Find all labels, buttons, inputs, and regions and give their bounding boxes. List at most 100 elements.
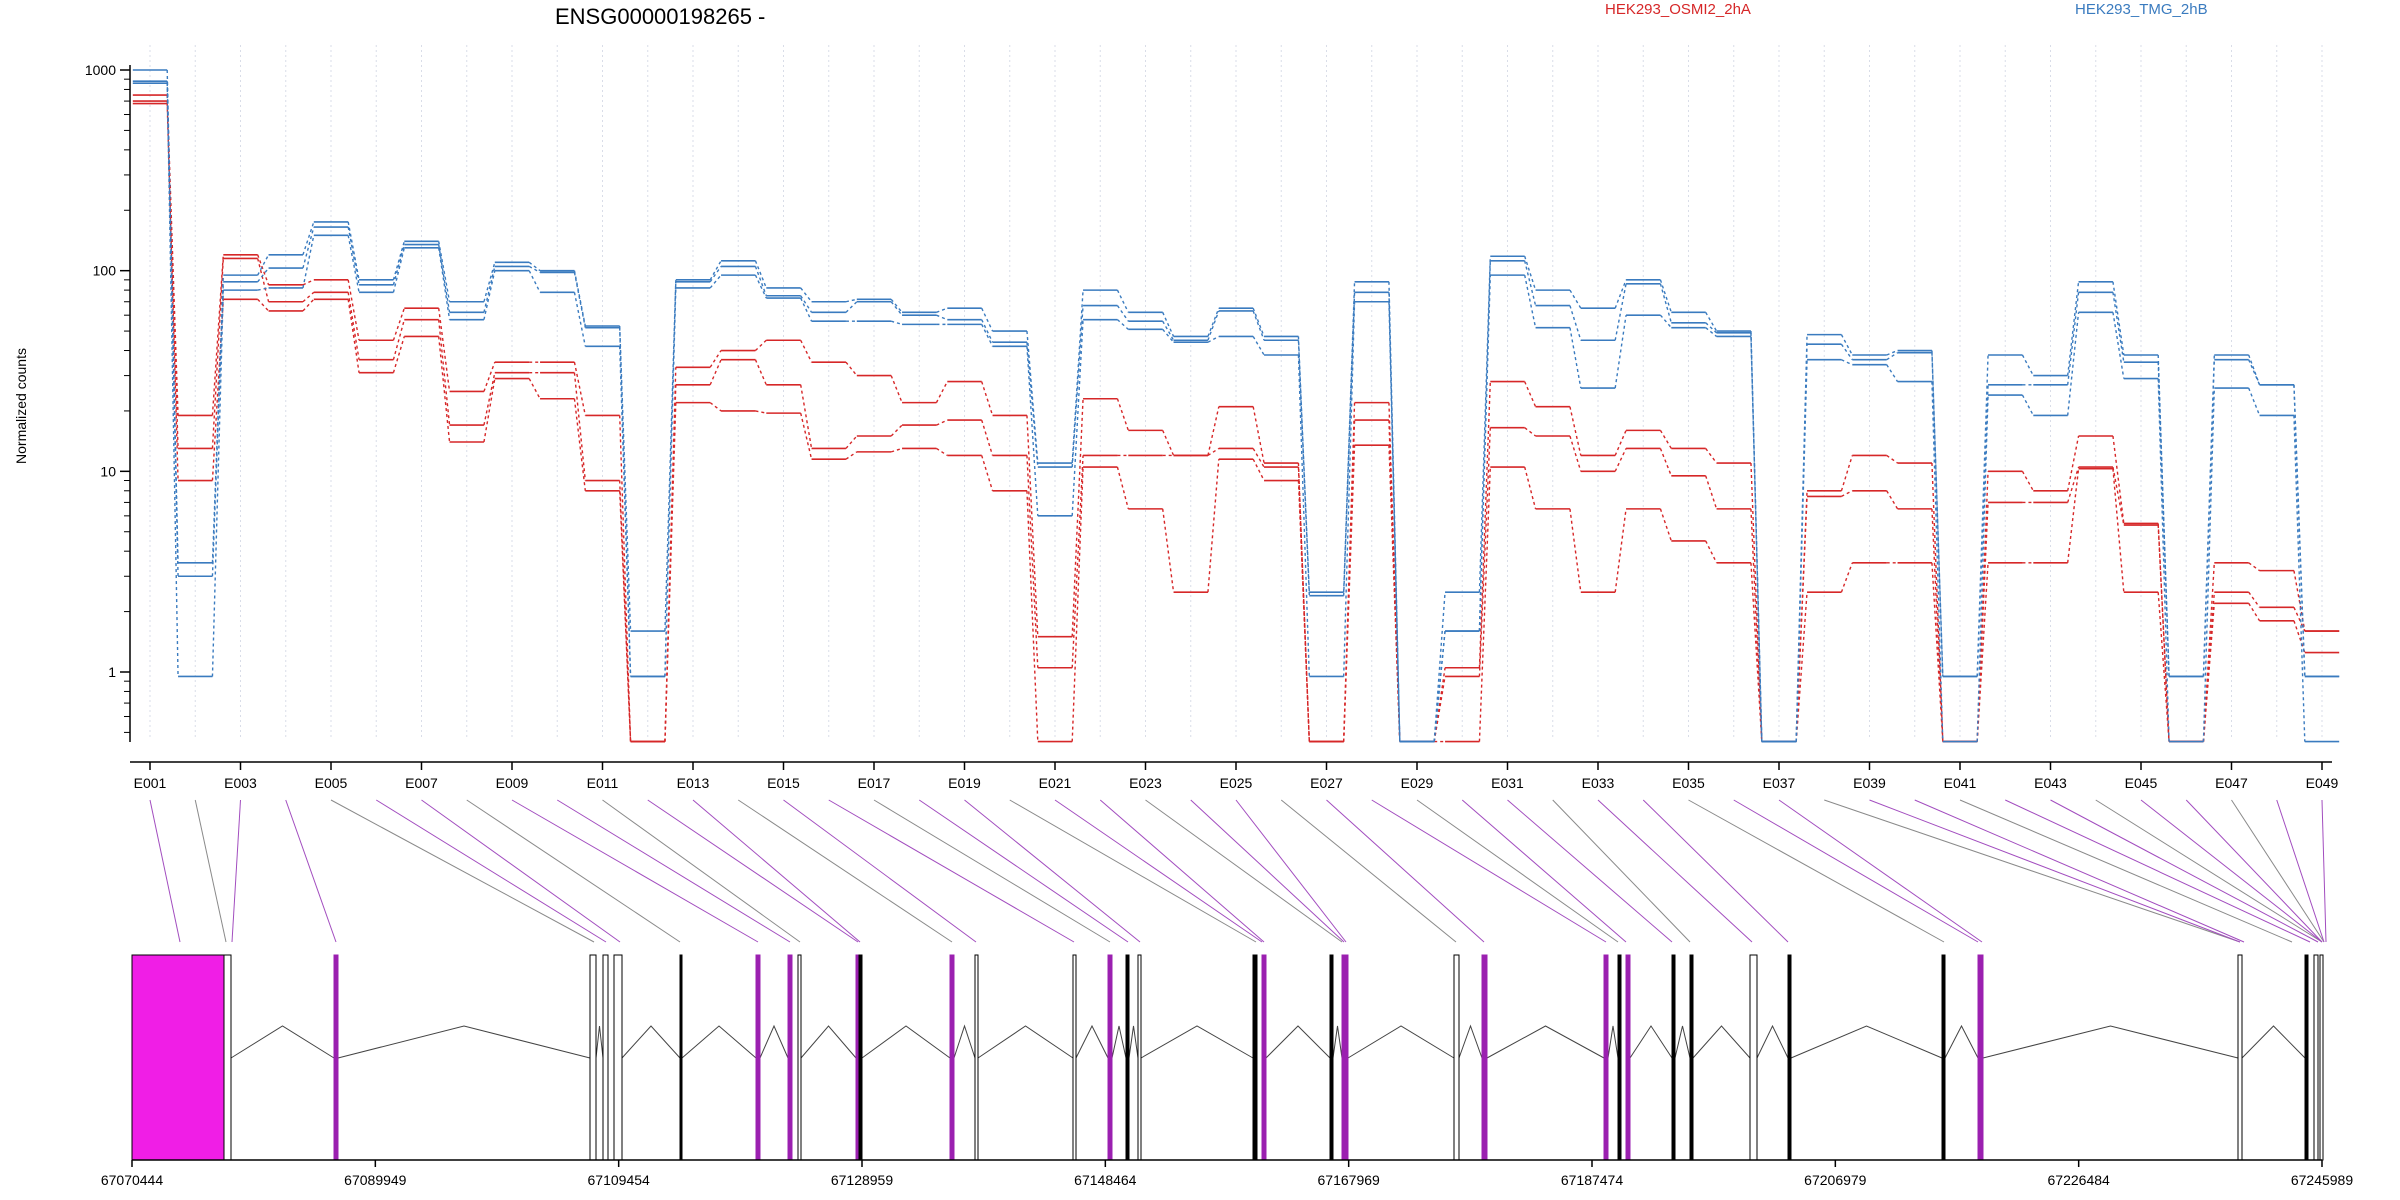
series-connector: [936, 447, 948, 457]
intron-line: [1944, 1024, 1979, 1059]
series-connector: [936, 314, 948, 321]
intron-line: [681, 1025, 757, 1059]
series-connector: [1524, 381, 1537, 407]
series-connector: [528, 265, 541, 274]
series-connector: [1342, 301, 1356, 677]
series-connector: [1252, 458, 1265, 481]
series-connector: [302, 291, 315, 303]
series-connector: [1162, 312, 1175, 337]
x-tick-label: E007: [405, 775, 438, 791]
series-connector: [935, 381, 948, 403]
series-connector: [483, 262, 496, 302]
series-connector: [1297, 340, 1311, 596]
series-connector: [709, 260, 722, 281]
y-tick-label: 1: [108, 664, 116, 680]
series-connector: [890, 301, 903, 316]
x-tick-label: E027: [1310, 775, 1343, 791]
series-connector: [1207, 459, 1220, 593]
series-osmi2-2: [132, 102, 2340, 743]
intron-line: [595, 1025, 604, 1059]
series-connector: [1116, 319, 1129, 330]
series-connector: [2066, 292, 2080, 385]
exon-mapping-line: [2185, 799, 2323, 943]
series-connector: [1026, 342, 1039, 468]
series-connector: [981, 307, 994, 332]
x-tick-label: E013: [677, 775, 710, 791]
exon-mapping-line: [1461, 799, 1627, 943]
y-tick-label: 100: [93, 263, 117, 279]
series-connector: [392, 241, 405, 281]
series-connector: [754, 359, 767, 386]
exon-block: [1252, 954, 1258, 1161]
series-connector: [1569, 305, 1582, 341]
series-connector: [1886, 349, 1898, 356]
exon-mapping-line: [1597, 799, 1753, 943]
series-connector: [483, 266, 496, 313]
series-connector: [1705, 322, 1718, 334]
intron-line: [759, 1024, 789, 1059]
genomic-tick-label: 67070444: [101, 1172, 164, 1188]
exon-block: [2304, 954, 2309, 1161]
series-connector: [1071, 319, 1084, 516]
series-connector: [257, 267, 270, 283]
series-connector: [981, 419, 994, 456]
exon-mapping-line: [466, 799, 681, 943]
series-connector: [1162, 320, 1175, 341]
x-axis: E001 E003 E005 E007 E009 E011 E013 E015 E017 E019…: [130, 761, 2339, 791]
series-connector: [2066, 468, 2080, 563]
series-connector: [981, 455, 994, 491]
series-connector: [936, 307, 948, 313]
series-connector: [981, 381, 994, 416]
series-connector: [845, 435, 858, 449]
series-connector: [1886, 454, 1898, 464]
intron-line: [1265, 1025, 1331, 1059]
exon-mapping-line: [873, 799, 1111, 943]
series-connector: [573, 398, 587, 491]
series-connector: [2021, 394, 2034, 416]
series-connector: [1569, 327, 1582, 389]
series-connector: [2066, 281, 2080, 376]
series-connector: [1116, 398, 1129, 431]
series-connector: [166, 101, 179, 449]
series-connector: [2157, 378, 2170, 742]
genomic-tick-label: 67245989: [2291, 1172, 2354, 1188]
exon-mapping-line: [828, 799, 1075, 943]
series-connector: [754, 339, 767, 352]
series-connector: [2248, 602, 2261, 622]
series-connector: [483, 372, 496, 426]
exon-block-large: [131, 954, 231, 1161]
exon-mapping-line: [421, 799, 621, 943]
series-connector: [936, 419, 948, 426]
exon-mapping-line: [2095, 799, 2323, 943]
series-connector: [1207, 307, 1220, 337]
x-tick-label: E025: [1220, 775, 1253, 791]
exon-block: [1603, 954, 1609, 1161]
series-connector: [1071, 467, 1084, 742]
series-connector: [1750, 336, 1763, 742]
exon-block: [602, 954, 609, 1161]
exon-mapping-line: [1190, 799, 1345, 943]
series-connector: [211, 290, 225, 677]
exon-block: [1107, 954, 1113, 1161]
x-tick-label: E037: [1763, 775, 1796, 791]
exon-mapping-line: [1869, 799, 2241, 943]
series-connector: [2112, 312, 2125, 379]
series-connector: [709, 266, 722, 283]
series-connector: [302, 226, 315, 269]
intron-line: [861, 1025, 951, 1059]
series-connector: [1841, 359, 1853, 366]
genomic-tick-label: 67206979: [1804, 1172, 1867, 1188]
series-connector: [1342, 292, 1356, 596]
series-connector: [1026, 346, 1039, 516]
series-connector: [1478, 467, 1492, 742]
gene-model: [131, 954, 2324, 1161]
intron-line: [1128, 1025, 1139, 1059]
series-connector: [1207, 447, 1220, 457]
intron-line: [800, 1025, 857, 1059]
series-connector: [1976, 384, 1989, 677]
y-tick-label: 10: [100, 463, 116, 479]
y-axis-label: Normalized counts: [13, 348, 29, 464]
series-connector: [664, 279, 677, 632]
series-connector: [1840, 334, 1853, 356]
